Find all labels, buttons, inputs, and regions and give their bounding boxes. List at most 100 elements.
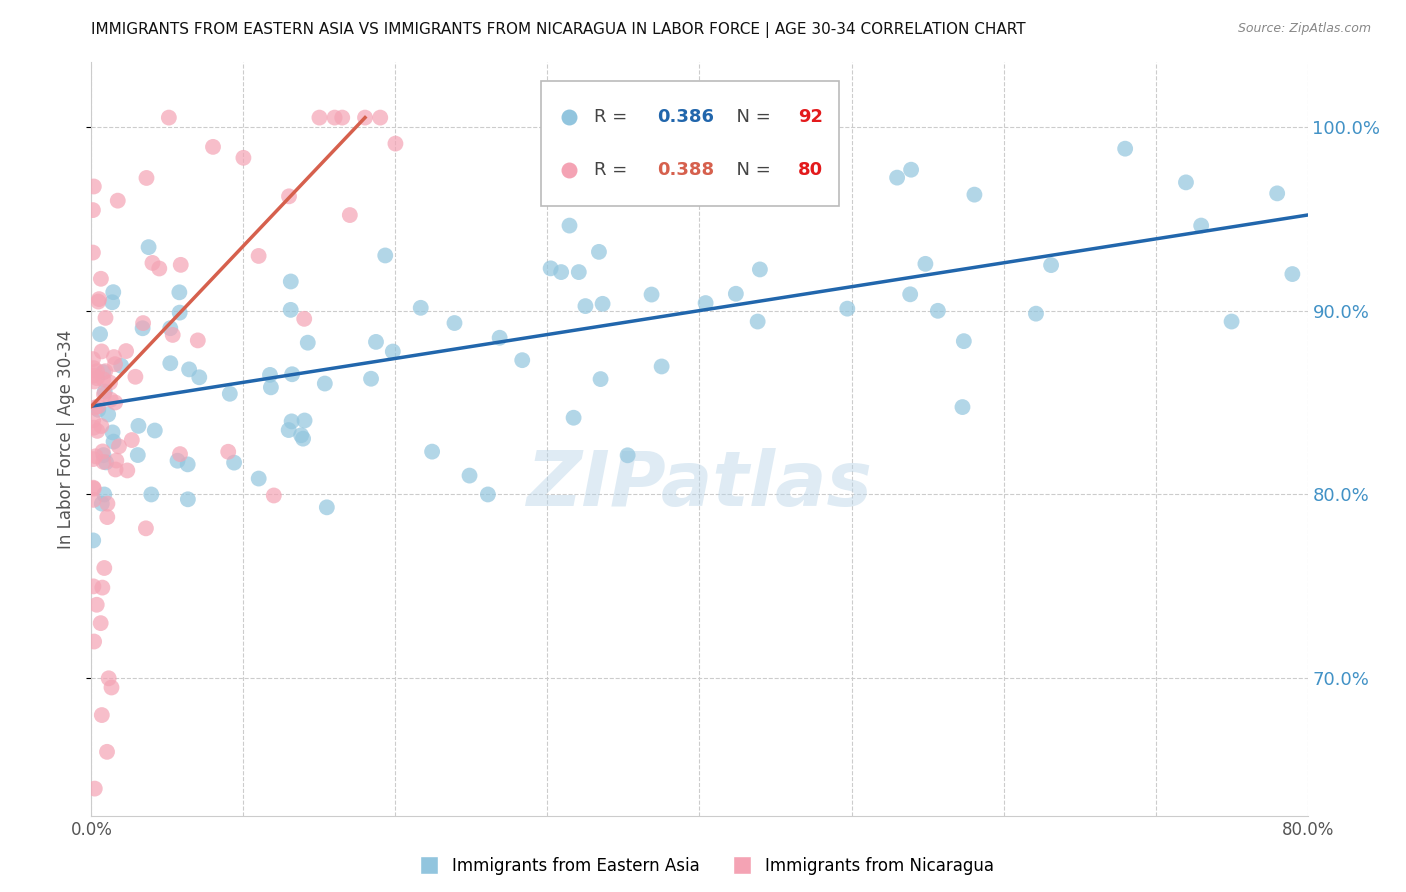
Y-axis label: In Labor Force | Age 30-34: In Labor Force | Age 30-34 [58,330,76,549]
Point [93,384,115,399]
Point [374,248,396,262]
Point [87,400,110,414]
Point [259,368,281,382]
Point [91,372,114,386]
Point [93,455,115,469]
Point [100,681,122,695]
Point [592,297,614,311]
Point [93,561,115,575]
Point [294,413,316,427]
Text: Source: ZipAtlas.com: Source: ZipAtlas.com [1237,22,1371,36]
Point [420,444,443,458]
Point [381,344,404,359]
Point [131,321,153,335]
Point [217,444,239,458]
Point [82,352,104,367]
Point [82,533,104,548]
Point [837,301,859,316]
Point [143,424,166,438]
Point [409,301,432,315]
Text: 0.388: 0.388 [657,161,714,179]
Point [90,272,112,286]
Point [83,361,105,376]
Point [278,189,301,203]
Point [384,136,406,151]
Point [952,400,974,414]
Text: IMMIGRANTS FROM EASTERN ASIA VS IMMIGRANTS FROM NICARAGUA IN LABOR FORCE | AGE 3: IMMIGRANTS FROM EASTERN ASIA VS IMMIGRAN… [91,22,1026,38]
Point [86,598,108,612]
Point [84,450,107,464]
Point [247,471,270,485]
Point [87,292,110,306]
Point [1174,175,1197,189]
Point [616,448,638,462]
Point [82,245,104,260]
Point [224,456,246,470]
Point [900,162,922,177]
Point [96,510,118,524]
Point [558,219,581,233]
Point [323,111,346,125]
Point [94,364,117,378]
Point [281,368,304,382]
Point [568,265,591,279]
Point [86,364,108,378]
Point [651,359,673,374]
Point [315,500,337,515]
Point [103,350,125,364]
Text: N =: N = [725,161,776,179]
Point [280,275,302,289]
Point [169,305,191,319]
Point [187,334,209,348]
Point [562,410,585,425]
Point [103,285,125,300]
Point [127,418,149,433]
Text: R =: R = [593,161,633,179]
Point [82,368,104,383]
Point [110,359,132,373]
Point [810,171,832,186]
Point [101,295,124,310]
Point [292,432,315,446]
Point [93,387,115,401]
Point [83,492,105,507]
Point [157,111,180,125]
Point [162,327,184,342]
Point [90,344,112,359]
Point [103,434,125,449]
Point [963,187,986,202]
Point [724,286,747,301]
Point [107,194,129,208]
Point [540,261,562,276]
Point [94,310,117,325]
Point [90,497,112,511]
Point [953,334,976,348]
Point [339,208,361,222]
Point [166,454,188,468]
Point [360,372,382,386]
Point [93,487,115,501]
Point [330,111,353,125]
Point [232,151,254,165]
Point [93,448,115,462]
Point [83,375,105,389]
Point [169,285,191,300]
Point [292,311,315,326]
Point [91,365,114,379]
Point [188,370,211,384]
Point [141,487,163,501]
Point [678,252,700,266]
Point [97,671,120,685]
Point [678,383,700,397]
Point [82,481,104,495]
Point [96,745,118,759]
Point [115,344,138,359]
Point [82,413,104,427]
Point [488,331,510,345]
Point [83,401,105,415]
Point [202,140,225,154]
Point [91,581,114,595]
Point [443,316,465,330]
Point [1025,307,1047,321]
Point [159,356,181,370]
